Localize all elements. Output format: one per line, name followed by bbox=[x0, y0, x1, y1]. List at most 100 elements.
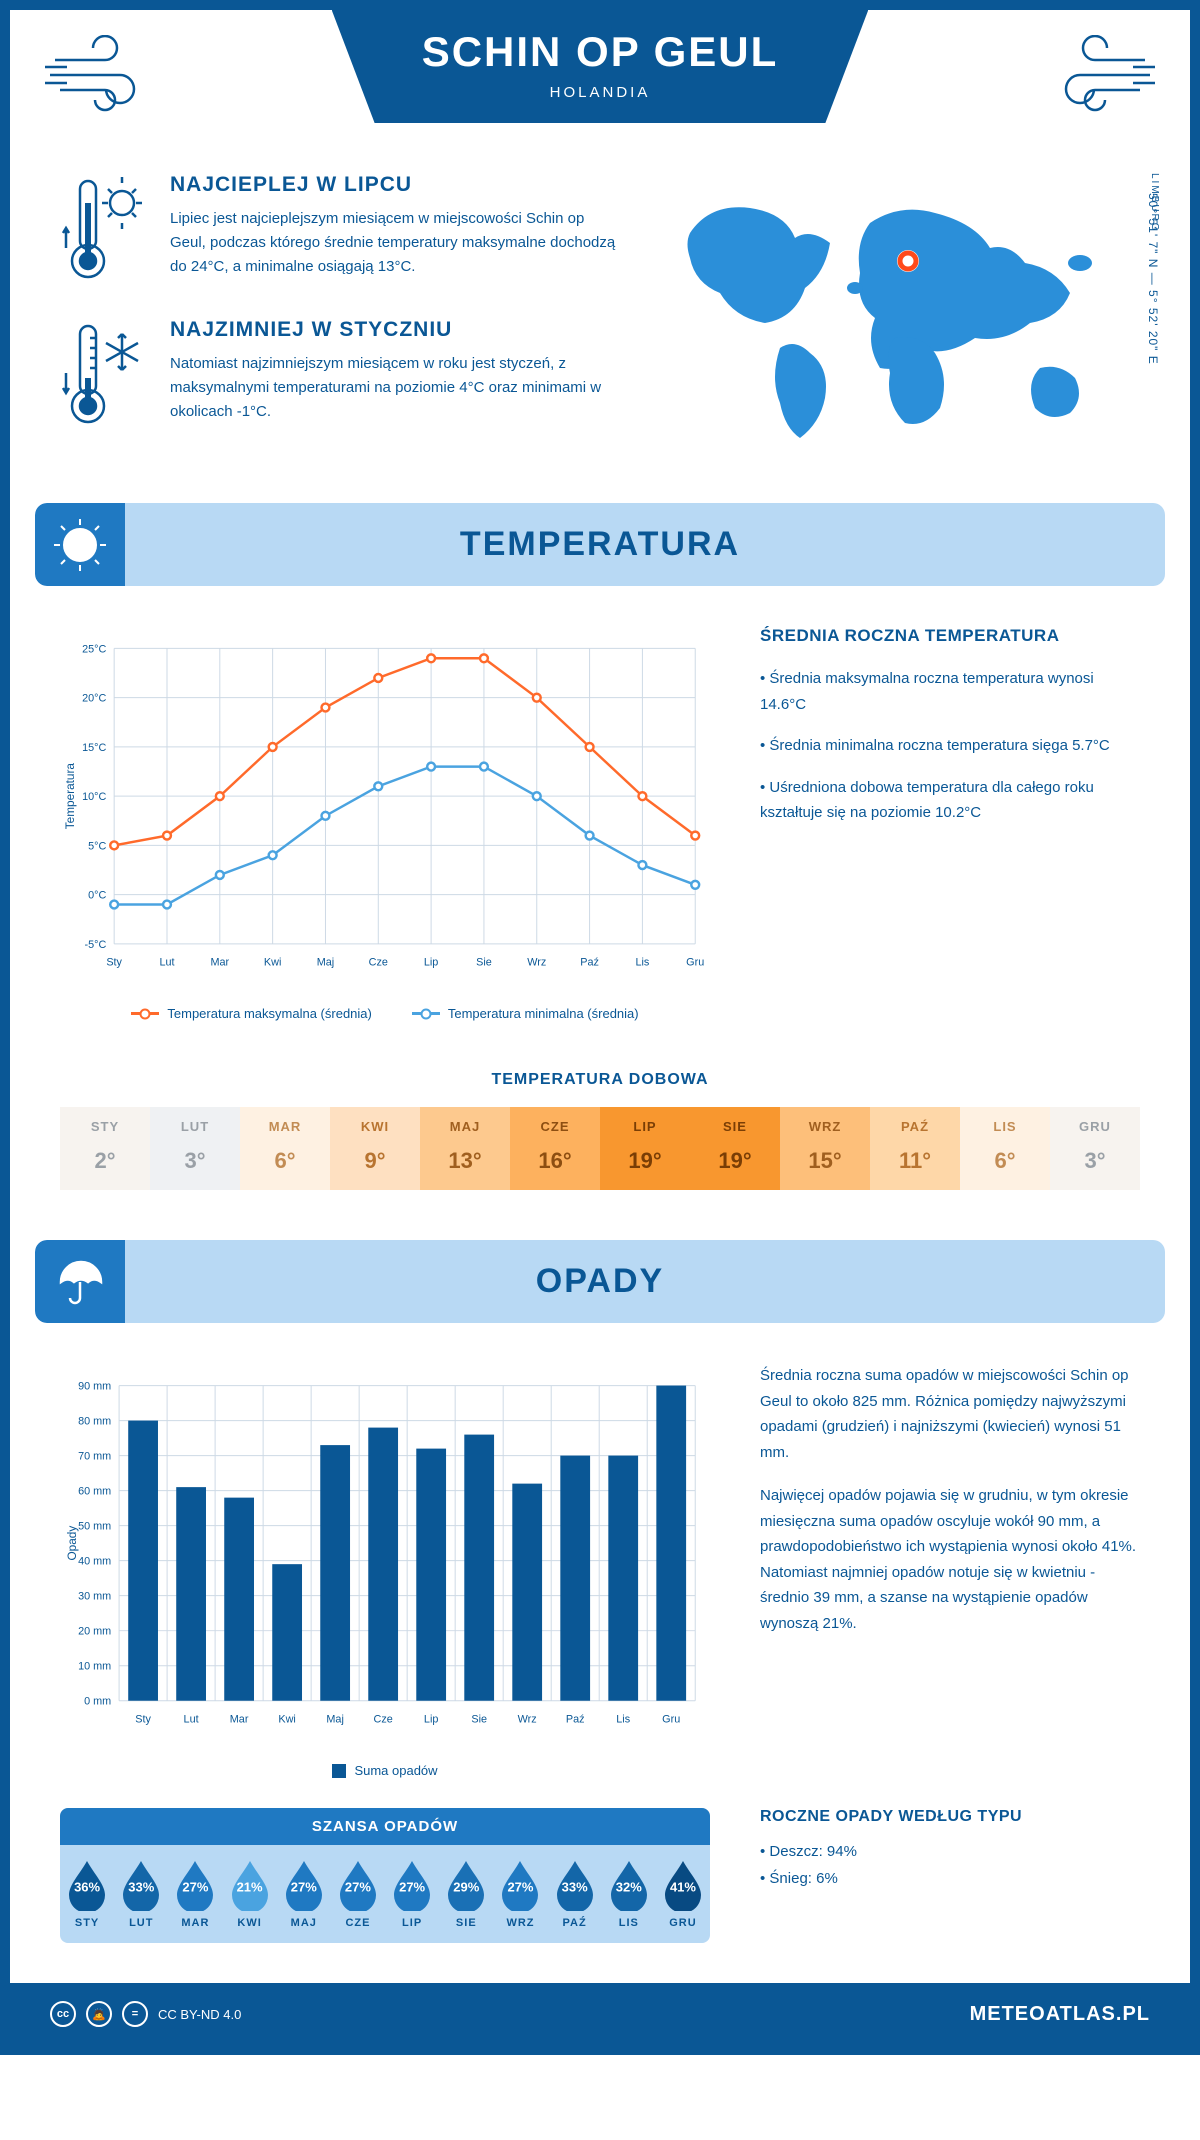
chance-cell: 32% LIS bbox=[602, 1857, 656, 1929]
legend-max-label: Temperatura maksymalna (średnia) bbox=[167, 1006, 371, 1021]
svg-text:Lip: Lip bbox=[424, 957, 438, 969]
coldest-text: NAJZIMNIEJ W STYCZNIU Natomiast najzimni… bbox=[170, 318, 620, 433]
yearly-type-heading: ROCZNE OPADY WEDŁUG TYPU bbox=[760, 1808, 1140, 1826]
warmest-text: NAJCIEPLEJ W LIPCU Lipiec jest najcieple… bbox=[170, 173, 620, 288]
intro-section: NAJCIEPLEJ W LIPCU Lipiec jest najcieple… bbox=[10, 163, 1190, 503]
temp-cell: LIS6° bbox=[960, 1107, 1050, 1190]
legend-min: Temperatura minimalna (średnia) bbox=[412, 1006, 639, 1021]
svg-text:Lip: Lip bbox=[424, 1713, 438, 1725]
nd-icon: = bbox=[122, 2001, 148, 2027]
temp-info-heading: ŚREDNIA ROCZNA TEMPERATURA bbox=[760, 626, 1140, 646]
sun-icon bbox=[35, 503, 125, 586]
svg-text:Gru: Gru bbox=[686, 957, 704, 969]
legend-swatch-precip bbox=[332, 1764, 346, 1778]
temperature-chart-area: -5°C0°C5°C10°C15°C20°C25°CStyLutMarKwiMa… bbox=[60, 626, 710, 1021]
precip-chart-area: 0 mm10 mm20 mm30 mm40 mm50 mm60 mm70 mm8… bbox=[60, 1363, 710, 1778]
temp-bullet-1: • Średnia minimalna roczna temperatura s… bbox=[760, 733, 1140, 759]
cc-icon: cc bbox=[50, 2001, 76, 2027]
svg-text:5°C: 5°C bbox=[88, 840, 106, 852]
by-icon: 🙇 bbox=[86, 2001, 112, 2027]
precip-header: OPADY bbox=[35, 1240, 1165, 1323]
drop-icon: 27% bbox=[282, 1857, 326, 1911]
chance-cell: 27% MAJ bbox=[277, 1857, 331, 1929]
svg-text:25°C: 25°C bbox=[82, 643, 106, 655]
chance-cell: 27% MAR bbox=[168, 1857, 222, 1929]
precip-legend: Suma opadów bbox=[60, 1763, 710, 1778]
svg-text:Paź: Paź bbox=[580, 957, 599, 969]
country-label: HOLANDIA bbox=[422, 84, 779, 101]
temp-cell: GRU3° bbox=[1050, 1107, 1140, 1190]
drop-icon: 33% bbox=[119, 1857, 163, 1911]
title-banner: SCHIN OP GEUL HOLANDIA bbox=[332, 10, 869, 123]
svg-text:Lut: Lut bbox=[159, 957, 174, 969]
svg-text:70 mm: 70 mm bbox=[78, 1451, 111, 1463]
drop-icon: 21% bbox=[228, 1857, 272, 1911]
temp-cell: STY2° bbox=[60, 1107, 150, 1190]
svg-text:Sty: Sty bbox=[106, 957, 122, 969]
coldest-heading: NAJZIMNIEJ W STYCZNIU bbox=[170, 318, 620, 342]
thermometer-cold-icon bbox=[60, 318, 150, 433]
license-text: CC BY-ND 4.0 bbox=[158, 2007, 241, 2022]
warmest-row: NAJCIEPLEJ W LIPCU Lipiec jest najcieple… bbox=[60, 173, 620, 288]
svg-text:Opady: Opady bbox=[65, 1526, 79, 1561]
world-map-icon bbox=[660, 173, 1140, 453]
header: SCHIN OP GEUL HOLANDIA bbox=[10, 10, 1190, 163]
page-root: SCHIN OP GEUL HOLANDIA bbox=[0, 0, 1200, 2055]
chance-cell: 27% WRZ bbox=[493, 1857, 547, 1929]
drop-icon: 27% bbox=[173, 1857, 217, 1911]
svg-text:20°C: 20°C bbox=[82, 693, 106, 705]
temp-cell: LUT3° bbox=[150, 1107, 240, 1190]
temperature-section: -5°C0°C5°C10°C15°C20°C25°CStyLutMarKwiMa… bbox=[10, 586, 1190, 1061]
chance-cell: 33% PAŹ bbox=[548, 1857, 602, 1929]
svg-text:20 mm: 20 mm bbox=[78, 1626, 111, 1638]
svg-text:Mar: Mar bbox=[210, 957, 229, 969]
svg-text:90 mm: 90 mm bbox=[78, 1381, 111, 1393]
daily-temp-section: TEMPERATURA DOBOWA STY2°LUT3°MAR6°KWI9°M… bbox=[60, 1071, 1140, 1190]
temp-cell: MAR6° bbox=[240, 1107, 330, 1190]
coldest-body: Natomiast najzimniejszym miesiącem w rok… bbox=[170, 352, 620, 424]
chance-strip: SZANSA OPADÓW 36% STY 33% LUT 27% MAR 21… bbox=[60, 1808, 710, 1943]
temperature-title: TEMPERATURA bbox=[35, 525, 1165, 564]
svg-text:Sie: Sie bbox=[476, 957, 492, 969]
daily-temp-heading: TEMPERATURA DOBOWA bbox=[60, 1071, 1140, 1089]
precip-p2: Najwięcej opadów pojawia się w grudniu, … bbox=[760, 1483, 1140, 1636]
drop-icon: 36% bbox=[65, 1857, 109, 1911]
precip-p1: Średnia roczna suma opadów w miejscowośc… bbox=[760, 1363, 1140, 1465]
svg-text:Lut: Lut bbox=[184, 1713, 199, 1725]
license-block: cc 🙇 = CC BY-ND 4.0 bbox=[50, 2001, 241, 2027]
chance-cell: 41% GRU bbox=[656, 1857, 710, 1929]
drop-icon: 27% bbox=[336, 1857, 380, 1911]
svg-text:Cze: Cze bbox=[369, 957, 388, 969]
thermometer-hot-icon bbox=[60, 173, 150, 288]
svg-text:50 mm: 50 mm bbox=[78, 1521, 111, 1533]
drop-icon: 33% bbox=[553, 1857, 597, 1911]
chance-row: 36% STY 33% LUT 27% MAR 21% KWI 27% MAJ bbox=[60, 1845, 710, 1943]
svg-text:Mar: Mar bbox=[230, 1713, 249, 1725]
drop-icon: 27% bbox=[498, 1857, 542, 1911]
temperature-info: ŚREDNIA ROCZNA TEMPERATURA • Średnia mak… bbox=[760, 626, 1140, 1021]
wind-icon-left bbox=[45, 35, 155, 120]
coordinates: 50° 51' 7" N — 5° 52' 20" E bbox=[1146, 193, 1160, 365]
temp-cell: MAJ13° bbox=[420, 1107, 510, 1190]
svg-text:Temperatura: Temperatura bbox=[63, 763, 77, 830]
svg-text:Kwi: Kwi bbox=[278, 1713, 295, 1725]
svg-text:Cze: Cze bbox=[374, 1713, 393, 1725]
precip-bar-chart: 0 mm10 mm20 mm30 mm40 mm50 mm60 mm70 mm8… bbox=[60, 1363, 710, 1743]
brand-label: METEOATLAS.PL bbox=[970, 2003, 1150, 2026]
coldest-row: NAJZIMNIEJ W STYCZNIU Natomiast najzimni… bbox=[60, 318, 620, 433]
temp-cell: KWI9° bbox=[330, 1107, 420, 1190]
svg-text:15°C: 15°C bbox=[82, 742, 106, 754]
legend-max: Temperatura maksymalna (średnia) bbox=[131, 1006, 371, 1021]
svg-text:Paź: Paź bbox=[566, 1713, 585, 1725]
svg-text:Maj: Maj bbox=[326, 1713, 343, 1725]
temp-cell: CZE16° bbox=[510, 1107, 600, 1190]
warmest-body: Lipiec jest najcieplejszym miesiącem w m… bbox=[170, 207, 620, 279]
drop-icon: 32% bbox=[607, 1857, 651, 1911]
location-title: SCHIN OP GEUL bbox=[422, 28, 779, 76]
umbrella-icon bbox=[35, 1240, 125, 1323]
chance-cell: 21% KWI bbox=[223, 1857, 277, 1929]
precip-description: Średnia roczna suma opadów w miejscowośc… bbox=[760, 1363, 1140, 1778]
svg-text:80 mm: 80 mm bbox=[78, 1416, 111, 1428]
temp-cell: WRZ15° bbox=[780, 1107, 870, 1190]
chance-cell: 36% STY bbox=[60, 1857, 114, 1929]
